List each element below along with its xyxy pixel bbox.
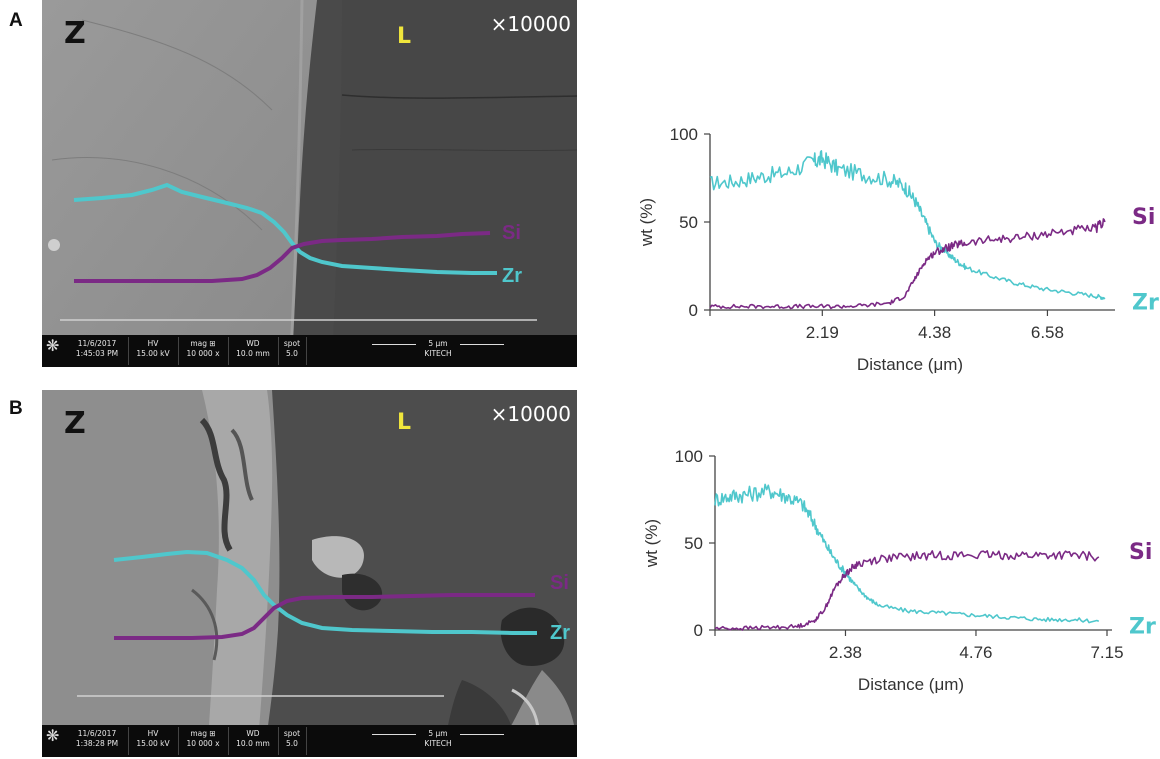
databar-date: 11/6/2017 xyxy=(77,729,117,738)
panel-letter-b: B xyxy=(9,398,23,419)
y-tick-label: 0 xyxy=(689,301,698,320)
magnification-label-a: ×10000 xyxy=(490,12,571,36)
line-chart-a: 0 50 100 2.19 4.38 6.58 Distance (μm) wt (%) Zr S… xyxy=(600,110,1160,400)
series-label-zr: Zr xyxy=(1132,291,1159,316)
databar-date: 11/6/2017 xyxy=(77,339,117,348)
y-tick-label: 50 xyxy=(679,213,698,232)
y-tick-label: 100 xyxy=(675,447,703,466)
y-axis-title: wt (%) xyxy=(642,519,661,568)
x-tick-label: 7.15 xyxy=(1090,643,1123,662)
databar-scale: 5 μm xyxy=(428,729,448,738)
x-tick-label: 4.38 xyxy=(918,323,951,342)
sem-zr-label-b: Zr xyxy=(550,622,570,644)
databar-hv: 15.00 kV xyxy=(136,739,170,748)
fei-logo-icon: ❋ xyxy=(46,336,60,355)
databar-wd: 10.0 mm xyxy=(236,739,270,748)
databar-mag: 10 000 x xyxy=(186,739,220,748)
databar-wd-title: WD xyxy=(246,729,260,738)
series-line-zr xyxy=(709,150,1106,300)
chart-b-svg: 0 50 100 2.38 4.76 7.15 Distance (μm) wt (%) Zr S… xyxy=(642,447,1156,694)
x-tick-label: 2.19 xyxy=(806,323,839,342)
panel-letter-a: A xyxy=(9,10,23,31)
series-line-si xyxy=(714,550,1100,631)
databar-wd: 10.0 mm xyxy=(236,349,270,358)
x-axis-title: Distance (μm) xyxy=(857,355,963,374)
sem-trace-zr-b xyxy=(113,549,537,635)
sem-databar-a: ❋ 11/6/2017 1:45:03 PM HV 15.00 kV mag ⊞… xyxy=(42,335,577,367)
x-tick-label: 6.58 xyxy=(1031,323,1064,342)
sem-image-a: Z L ×10000 Si Zr ❋ 11/6/2017 1:45:03 PM … xyxy=(42,0,577,367)
databar-mag-title: mag ⊞ xyxy=(190,339,216,348)
x-axis-title: Distance (μm) xyxy=(858,675,964,694)
series-label-zr: Zr xyxy=(1129,614,1156,639)
databar-spot-title: spot xyxy=(283,729,301,738)
sem-databar-b: ❋ 11/6/2017 1:38:28 PM HV 15.00 kV mag ⊞… xyxy=(42,725,577,757)
x-tick-label: 4.76 xyxy=(959,643,992,662)
databar-spot: 5.0 xyxy=(286,739,298,748)
y-tick-label: 100 xyxy=(670,125,698,144)
databar-hv-title: HV xyxy=(147,729,159,738)
databar-time: 1:38:28 PM xyxy=(75,739,119,748)
sem-linescan-b xyxy=(113,549,537,640)
y-tick-label: 50 xyxy=(684,534,703,553)
x-tick-label: 2.38 xyxy=(829,643,862,662)
databar-mag-title: mag ⊞ xyxy=(190,729,216,738)
databar-wd-title: WD xyxy=(246,339,260,348)
databar-mag: 10 000 x xyxy=(186,349,220,358)
databar-scale: 5 μm xyxy=(428,339,448,348)
databar-spot: 5.0 xyxy=(286,349,298,358)
sem-background-a xyxy=(42,0,577,367)
series-line-zr xyxy=(714,483,1100,624)
y-tick-label: 0 xyxy=(694,621,703,640)
databar-hv: 15.00 kV xyxy=(136,349,170,358)
databar-hv-title: HV xyxy=(147,339,159,348)
lithium-disilicate-label-b: L xyxy=(397,410,412,435)
databar-spot-title: spot xyxy=(283,339,301,348)
databar-time: 1:45:03 PM xyxy=(75,349,119,358)
magnification-label-b: ×10000 xyxy=(490,402,571,426)
databar-institution: KITECH xyxy=(424,349,452,358)
sem-si-label-a: Si xyxy=(502,222,521,244)
fei-logo-icon: ❋ xyxy=(46,726,60,745)
sem-trace-si-a xyxy=(74,231,491,283)
y-axis-title: wt (%) xyxy=(637,198,656,247)
lithium-disilicate-label-a: L xyxy=(397,24,412,49)
series-label-si: Si xyxy=(1129,540,1152,565)
sem-trace-zr-a xyxy=(73,182,497,275)
sem-si-label-b: Si xyxy=(550,572,569,594)
sem-trace-si-b xyxy=(114,593,535,640)
databar-institution: KITECH xyxy=(424,739,452,748)
line-chart-b: 0 50 100 2.38 4.76 7.15 Distance (μm) wt (%) Zr S… xyxy=(600,430,1160,720)
series-line-si xyxy=(709,218,1106,310)
sem-image-b: Z L ×10000 Si Zr ❋ 11/6/2017 1:38:28 PM … xyxy=(42,390,577,757)
sem-linescan-a xyxy=(73,182,497,283)
zirconia-label-b: Z xyxy=(64,406,86,441)
series-label-si: Si xyxy=(1132,205,1155,230)
sem-zr-label-a: Zr xyxy=(502,265,522,287)
chart-a-svg: 0 50 100 2.19 4.38 6.58 Distance (μm) wt (%) Zr S… xyxy=(637,125,1159,374)
zirconia-label-a: Z xyxy=(64,16,86,51)
sem-background-b xyxy=(42,390,577,757)
